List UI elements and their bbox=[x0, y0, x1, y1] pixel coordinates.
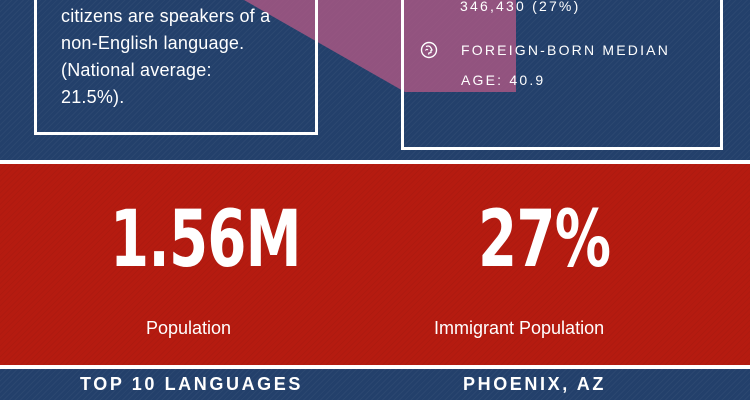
city-heading: PHOENIX, AZ bbox=[463, 374, 606, 394]
population-label: Population bbox=[146, 318, 232, 338]
language-info-box bbox=[34, 0, 318, 135]
arizona-map-shape bbox=[244, 0, 516, 92]
language-line: (National average: bbox=[61, 60, 212, 80]
stats-band bbox=[0, 164, 750, 365]
immigrant-value: 27% bbox=[478, 195, 611, 285]
language-line: non-English language. bbox=[61, 33, 245, 53]
divider-bottom bbox=[0, 365, 750, 369]
foreign-born-count: 346,430 (27%) bbox=[460, 0, 581, 14]
median-age-label: FOREIGN-BORN MEDIAN bbox=[461, 42, 671, 58]
foreign-born-info-box bbox=[401, 0, 723, 150]
median-age-value: AGE: 40.9 bbox=[461, 72, 546, 88]
footer-band bbox=[0, 369, 750, 400]
face-profile-icon bbox=[420, 41, 438, 59]
population-value: 1.56M bbox=[110, 195, 302, 285]
language-line: 21.5%). bbox=[61, 87, 125, 107]
map-fill bbox=[244, 0, 516, 92]
divider-top bbox=[0, 160, 750, 164]
top-languages-heading: TOP 10 LANGUAGES bbox=[80, 374, 303, 394]
language-info-text: citizens are speakers of a non-English l… bbox=[61, 3, 311, 111]
immigrant-label: Immigrant Population bbox=[434, 318, 605, 338]
language-line: citizens are speakers of a bbox=[61, 6, 271, 26]
